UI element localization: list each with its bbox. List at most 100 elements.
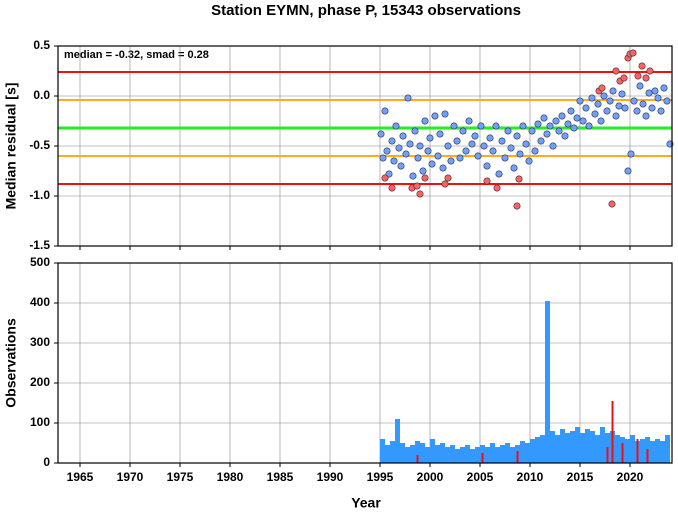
bar bbox=[416, 455, 419, 463]
data-point bbox=[567, 107, 575, 115]
data-point bbox=[421, 117, 429, 125]
y-tick-label: 400 bbox=[30, 295, 50, 309]
bar bbox=[585, 429, 590, 463]
y-tick-label: 0.0 bbox=[33, 88, 50, 102]
bar bbox=[500, 445, 505, 463]
data-point bbox=[618, 90, 626, 98]
data-point bbox=[638, 62, 646, 70]
data-point bbox=[388, 137, 396, 145]
plot-frame bbox=[57, 45, 673, 247]
data-point bbox=[416, 142, 424, 150]
y-tick-label: 0 bbox=[43, 455, 50, 469]
bar bbox=[570, 431, 575, 463]
data-point bbox=[543, 130, 551, 138]
x-tick-label: 1990 bbox=[317, 470, 344, 484]
bar bbox=[545, 301, 550, 463]
data-point bbox=[608, 200, 616, 208]
data-point bbox=[495, 170, 503, 178]
data-point bbox=[413, 182, 421, 190]
y-tick-label: -1.0 bbox=[29, 188, 50, 202]
data-point bbox=[558, 112, 566, 120]
bar bbox=[550, 431, 555, 463]
data-point bbox=[540, 114, 548, 122]
x-tick-label: 1970 bbox=[117, 470, 144, 484]
bar bbox=[420, 443, 425, 463]
bar bbox=[560, 429, 565, 463]
data-point bbox=[434, 152, 442, 160]
bar bbox=[655, 439, 660, 463]
y-tick-label: -1.5 bbox=[29, 238, 50, 252]
bar bbox=[510, 447, 515, 463]
data-point bbox=[424, 147, 432, 155]
data-point bbox=[646, 67, 654, 75]
bar bbox=[660, 441, 665, 463]
bar bbox=[665, 435, 670, 463]
bar bbox=[481, 453, 484, 463]
bar bbox=[535, 437, 540, 463]
data-point bbox=[426, 134, 434, 142]
data-point bbox=[414, 154, 422, 162]
data-point bbox=[624, 167, 632, 175]
y-tick-label: 500 bbox=[30, 255, 50, 269]
bar bbox=[415, 441, 420, 463]
data-point bbox=[409, 172, 417, 180]
data-point bbox=[395, 144, 403, 152]
data-point bbox=[493, 184, 501, 192]
data-point bbox=[573, 114, 581, 122]
bar bbox=[606, 447, 609, 463]
data-point bbox=[411, 127, 419, 135]
bar bbox=[646, 449, 649, 463]
data-point bbox=[390, 157, 398, 165]
bar bbox=[475, 447, 480, 463]
data-point bbox=[594, 100, 602, 108]
bar bbox=[390, 441, 395, 463]
data-point bbox=[522, 140, 530, 148]
bar bbox=[625, 439, 630, 463]
data-point bbox=[388, 184, 396, 192]
data-point bbox=[570, 124, 578, 132]
bar bbox=[455, 449, 460, 463]
data-point bbox=[419, 167, 427, 175]
data-point bbox=[612, 67, 620, 75]
data-point bbox=[642, 74, 650, 82]
bar bbox=[565, 433, 570, 463]
data-point bbox=[456, 154, 464, 162]
bar bbox=[525, 443, 530, 463]
data-point bbox=[480, 142, 488, 150]
x-tick-label: 1980 bbox=[217, 470, 244, 484]
data-point bbox=[483, 162, 491, 170]
data-point bbox=[383, 147, 391, 155]
data-point bbox=[515, 175, 523, 183]
bar bbox=[410, 445, 415, 463]
data-point bbox=[381, 174, 389, 182]
bar bbox=[465, 445, 470, 463]
data-point bbox=[645, 89, 653, 97]
data-point bbox=[525, 157, 533, 165]
bar bbox=[575, 427, 580, 463]
data-point bbox=[510, 164, 518, 172]
data-point bbox=[441, 180, 449, 188]
x-axis-label: Year bbox=[351, 495, 381, 511]
bar bbox=[460, 447, 465, 463]
data-point bbox=[561, 132, 569, 140]
data-point bbox=[585, 122, 593, 130]
annotation: median = -0.32, smad = 0.28 bbox=[64, 49, 209, 61]
bar bbox=[650, 441, 655, 463]
y-tick-label: 100 bbox=[30, 415, 50, 429]
x-tick-label: 1965 bbox=[67, 470, 94, 484]
data-point bbox=[381, 107, 389, 115]
bar bbox=[445, 447, 450, 463]
bar bbox=[516, 451, 519, 463]
bar bbox=[380, 439, 385, 463]
x-tick-label: 2005 bbox=[467, 470, 494, 484]
data-point bbox=[642, 112, 650, 120]
bar bbox=[590, 431, 595, 463]
data-point bbox=[439, 164, 447, 172]
data-point bbox=[513, 202, 521, 210]
data-point bbox=[402, 150, 410, 158]
data-point bbox=[404, 94, 412, 102]
bar bbox=[400, 443, 405, 463]
data-point bbox=[629, 49, 637, 57]
data-point bbox=[498, 137, 506, 145]
data-point bbox=[528, 127, 536, 135]
